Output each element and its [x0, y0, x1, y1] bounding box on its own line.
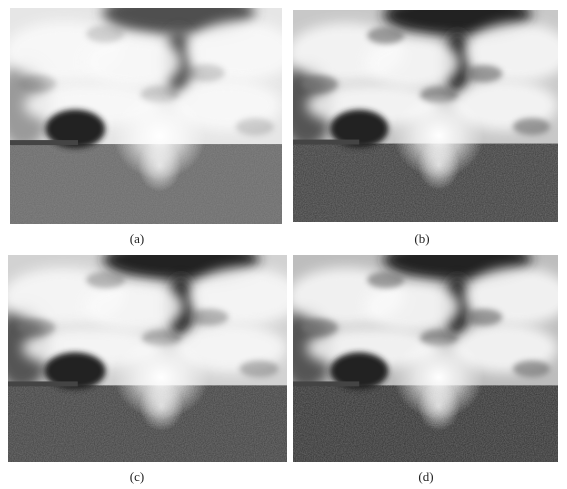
cloud-shadow	[465, 309, 502, 326]
cloud-shadow	[16, 319, 55, 336]
cloud-shadow	[189, 309, 228, 326]
cloud-shadow	[86, 25, 124, 42]
treeline	[8, 381, 78, 386]
cloud-shadow	[301, 319, 338, 336]
panel-caption: (d)	[418, 469, 433, 484]
treeline	[293, 381, 359, 386]
cloud-shadow	[18, 75, 56, 92]
sun-reflection	[138, 140, 182, 192]
cloud-shadow	[301, 76, 338, 93]
photo	[0, 0, 296, 224]
cloud	[83, 282, 183, 332]
photo	[0, 239, 301, 462]
sun-reflection	[418, 381, 460, 431]
cloud-shadow	[513, 118, 550, 135]
sun-reflection	[418, 139, 460, 190]
image-panel: (a)	[0, 0, 296, 246]
figure: (a) (b) (c) (d)	[0, 0, 567, 489]
cloud-shadow	[465, 65, 502, 82]
cloud-shadow	[367, 27, 404, 44]
panel-caption: (b)	[414, 231, 429, 246]
cloud-shadow	[513, 361, 550, 378]
photo	[280, 239, 567, 462]
cloud	[83, 36, 181, 88]
image-panel: (d)	[280, 239, 567, 484]
treeline	[10, 140, 78, 145]
cloud-shadow	[86, 272, 125, 289]
cloud	[365, 282, 460, 332]
panels: (a) (b) (c) (d)	[0, 0, 567, 484]
sun-reflection	[139, 381, 184, 431]
image-panel: (c)	[0, 239, 301, 484]
cloud	[365, 38, 460, 89]
image-panel: (b)	[280, 0, 567, 246]
cloud-shadow	[367, 272, 404, 289]
cloud-shadow	[187, 64, 225, 81]
panel-caption: (c)	[130, 469, 144, 484]
panel-caption: (a)	[130, 231, 144, 246]
cloud-shadow	[236, 118, 274, 135]
treeline	[293, 140, 359, 145]
cloud-shadow	[240, 361, 279, 378]
photo	[280, 0, 567, 222]
